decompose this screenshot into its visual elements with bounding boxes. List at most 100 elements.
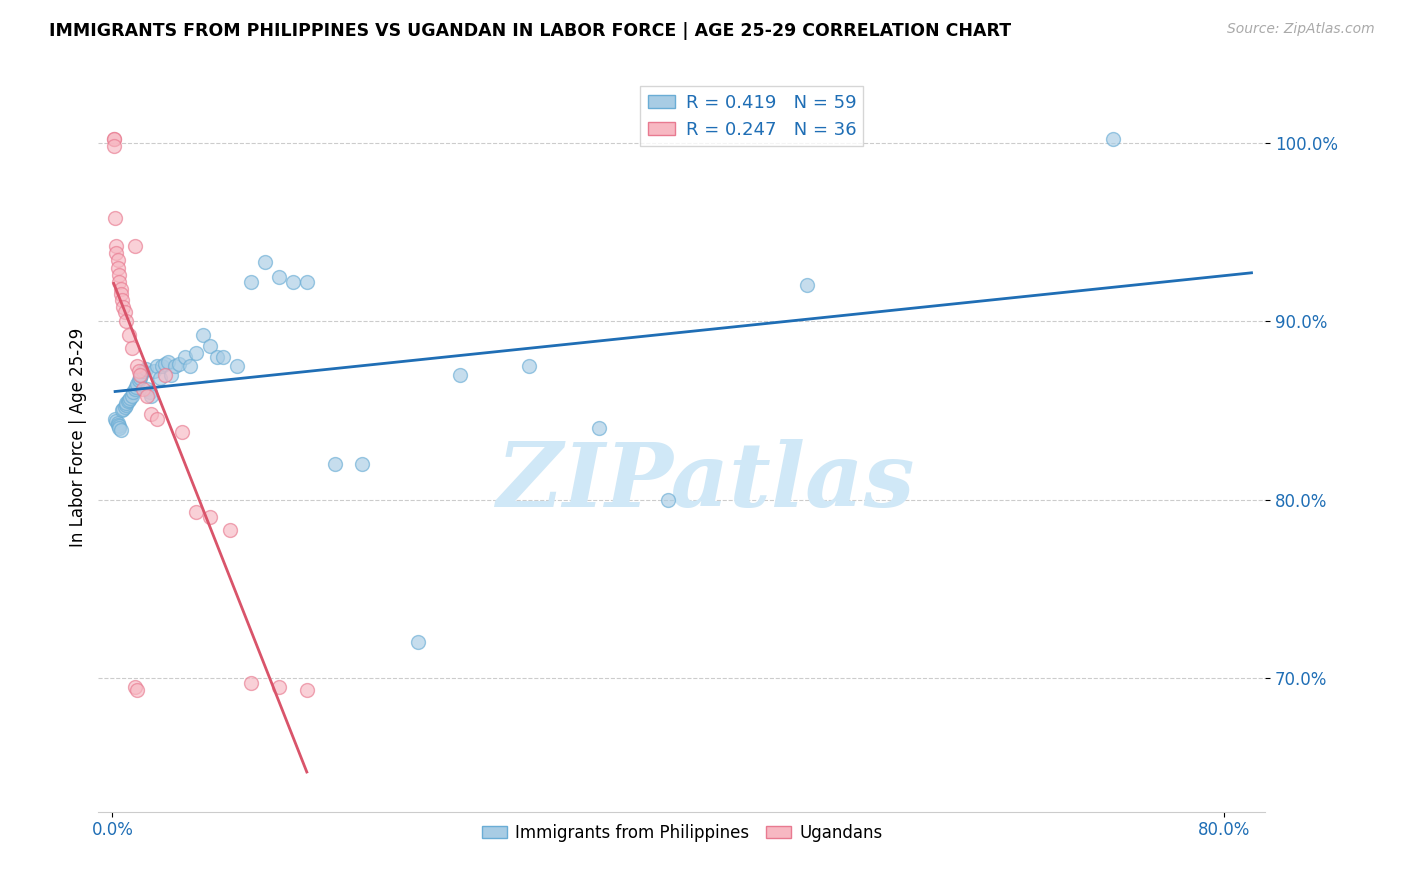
Point xyxy=(114,305,136,319)
Point xyxy=(141,389,163,403)
Point xyxy=(517,359,540,373)
Point xyxy=(173,350,195,364)
Point xyxy=(117,394,139,409)
Point xyxy=(139,385,162,400)
Point xyxy=(108,419,131,434)
Point xyxy=(153,357,176,371)
Point xyxy=(184,505,207,519)
Point xyxy=(129,368,152,382)
Point xyxy=(105,246,128,260)
Point xyxy=(129,371,152,385)
Point xyxy=(111,293,134,307)
Point xyxy=(124,382,146,396)
Point xyxy=(103,139,125,153)
Point xyxy=(167,357,190,371)
Point xyxy=(124,680,146,694)
Point xyxy=(120,391,142,405)
Point xyxy=(135,362,157,376)
Point xyxy=(104,211,127,225)
Point xyxy=(143,364,166,378)
Point xyxy=(205,350,228,364)
Point xyxy=(107,260,129,275)
Point xyxy=(240,275,263,289)
Point xyxy=(191,328,214,343)
Point xyxy=(179,359,201,373)
Point xyxy=(657,492,679,507)
Point xyxy=(110,282,132,296)
Point xyxy=(267,680,290,694)
Point xyxy=(219,523,242,537)
Point xyxy=(104,412,127,426)
Point xyxy=(198,339,221,353)
Point xyxy=(115,396,138,410)
Point xyxy=(159,368,181,382)
Point xyxy=(240,676,263,690)
Point xyxy=(127,683,149,698)
Point xyxy=(110,287,132,301)
Point xyxy=(125,380,148,394)
Text: Source: ZipAtlas.com: Source: ZipAtlas.com xyxy=(1227,22,1375,37)
Point xyxy=(118,392,141,407)
Point xyxy=(108,268,131,282)
Text: ZIPatlas: ZIPatlas xyxy=(496,439,914,525)
Point xyxy=(112,401,135,416)
Point xyxy=(184,346,207,360)
Point xyxy=(110,423,132,437)
Point xyxy=(267,269,290,284)
Point xyxy=(796,278,818,293)
Point xyxy=(131,368,153,382)
Point xyxy=(124,239,146,253)
Point xyxy=(108,275,131,289)
Point xyxy=(163,359,186,373)
Point xyxy=(108,421,131,435)
Text: IMMIGRANTS FROM PHILIPPINES VS UGANDAN IN LABOR FORCE | AGE 25-29 CORRELATION CH: IMMIGRANTS FROM PHILIPPINES VS UGANDAN I… xyxy=(49,22,1011,40)
Point xyxy=(107,253,129,268)
Point xyxy=(588,421,610,435)
Point xyxy=(148,371,170,385)
Point xyxy=(127,376,149,391)
Point xyxy=(1101,132,1123,146)
Point xyxy=(141,407,163,421)
Point xyxy=(352,457,374,471)
Point xyxy=(146,412,169,426)
Point xyxy=(107,416,129,430)
Point xyxy=(150,359,173,373)
Point xyxy=(406,635,429,649)
Point xyxy=(103,132,125,146)
Point xyxy=(128,364,150,378)
Point xyxy=(128,373,150,387)
Point xyxy=(212,350,235,364)
Point xyxy=(107,417,129,432)
Point xyxy=(281,275,304,289)
Legend: Immigrants from Philippines, Ugandans: Immigrants from Philippines, Ugandans xyxy=(475,817,889,848)
Point xyxy=(136,382,159,396)
Point xyxy=(118,328,141,343)
Point xyxy=(105,414,128,428)
Point xyxy=(226,359,249,373)
Point xyxy=(132,382,155,396)
Point xyxy=(146,359,169,373)
Point xyxy=(114,400,136,414)
Point xyxy=(449,368,471,382)
Point xyxy=(105,239,128,253)
Point xyxy=(136,389,159,403)
Point xyxy=(323,457,346,471)
Point xyxy=(111,403,134,417)
Point xyxy=(115,314,138,328)
Point xyxy=(132,364,155,378)
Point xyxy=(121,341,143,355)
Point xyxy=(115,398,138,412)
Point xyxy=(103,132,125,146)
Point xyxy=(127,359,149,373)
Point xyxy=(112,300,135,314)
Point xyxy=(198,510,221,524)
Point xyxy=(153,368,176,382)
Point xyxy=(170,425,193,439)
Point xyxy=(254,255,277,269)
Y-axis label: In Labor Force | Age 25-29: In Labor Force | Age 25-29 xyxy=(69,327,87,547)
Point xyxy=(295,275,318,289)
Point xyxy=(122,385,145,400)
Point xyxy=(295,683,318,698)
Point xyxy=(156,355,179,369)
Point xyxy=(121,389,143,403)
